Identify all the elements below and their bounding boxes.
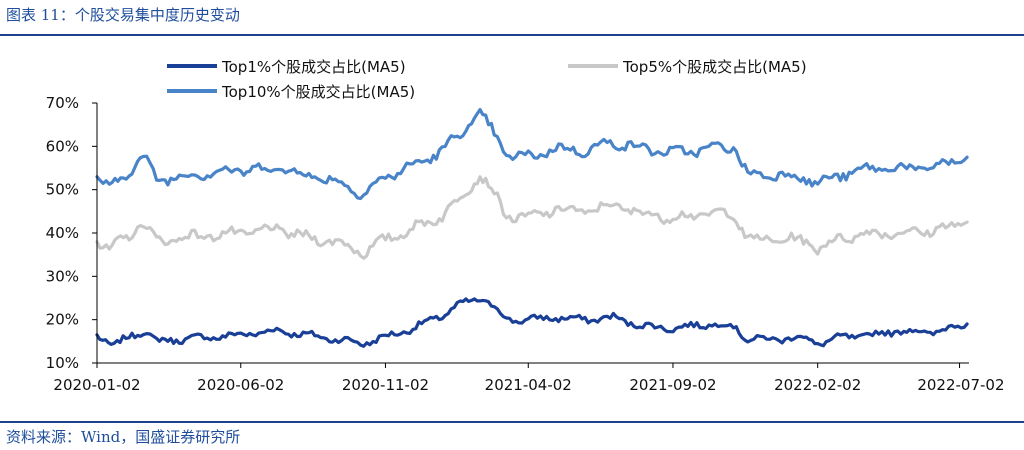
y-tick-label: 20% bbox=[46, 311, 79, 329]
y-tick-label: 10% bbox=[46, 354, 79, 372]
line-chart: Top1%个股成交占比(MA5) Top5%个股成交占比(MA5) Top10%个股… bbox=[46, 58, 1005, 394]
series-line-top1 bbox=[95, 297, 969, 348]
figure-title: 图表 11：个股交易集中度历史变动 bbox=[6, 6, 240, 24]
axes: 10% 20% 30% 40% 50% 60% 70% 2020-01-02 2020-06-0… bbox=[46, 94, 1005, 394]
x-tick-label: 2020-01-02 bbox=[53, 376, 140, 394]
y-tick-label: 50% bbox=[46, 181, 79, 199]
x-tick-label: 2022-07-02 bbox=[917, 376, 1004, 394]
x-tick-label: 2021-04-02 bbox=[485, 376, 572, 394]
legend-label: Top1%个股成交占比(MA5) bbox=[221, 58, 406, 76]
legend-label: Top5%个股成交占比(MA5) bbox=[622, 58, 807, 76]
figure-source: 资料来源：Wind，国盛证券研究所 bbox=[6, 428, 241, 446]
top-divider bbox=[0, 34, 1024, 36]
y-tick-label: 60% bbox=[46, 137, 79, 155]
bottom-divider bbox=[0, 421, 1024, 423]
y-tick-label: 30% bbox=[46, 267, 79, 285]
series-line-top5 bbox=[95, 175, 969, 260]
legend: Top1%个股成交占比(MA5) Top5%个股成交占比(MA5) Top10%个股… bbox=[167, 58, 807, 101]
y-tick-label: 70% bbox=[46, 94, 79, 112]
series-lines bbox=[95, 107, 969, 348]
legend-label: Top10%个股成交占比(MA5) bbox=[221, 83, 415, 101]
x-tick-label: 2020-11-02 bbox=[342, 376, 429, 394]
x-tick-label: 2020-06-02 bbox=[197, 376, 284, 394]
x-tick-label: 2021-09-02 bbox=[629, 376, 716, 394]
x-tick-label: 2022-02-02 bbox=[774, 376, 861, 394]
y-tick-label: 40% bbox=[46, 224, 79, 242]
series-line-top10 bbox=[95, 107, 969, 201]
